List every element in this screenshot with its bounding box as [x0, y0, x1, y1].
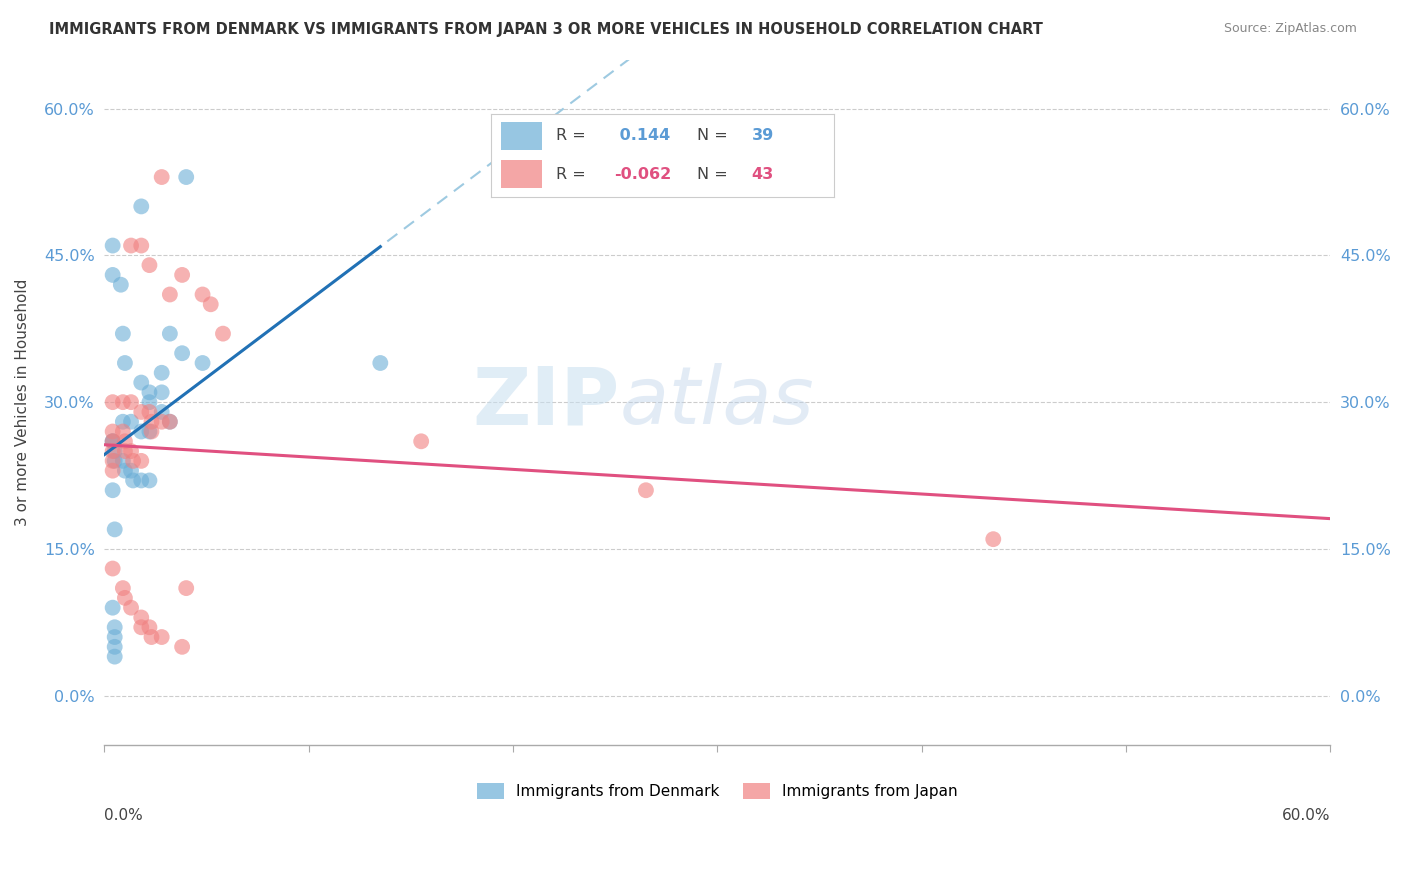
Point	[138, 405, 160, 419]
Point	[129, 610, 152, 624]
Point	[120, 395, 142, 409]
Point	[150, 366, 173, 380]
Legend: Immigrants from Denmark, Immigrants from Japan: Immigrants from Denmark, Immigrants from…	[471, 777, 965, 805]
Point	[101, 268, 124, 282]
Point	[634, 483, 657, 498]
Point	[129, 454, 152, 468]
Point	[138, 385, 160, 400]
Point	[159, 326, 181, 341]
Point	[138, 425, 160, 439]
Point	[120, 415, 142, 429]
Point	[101, 444, 124, 458]
Point	[114, 444, 136, 458]
Point	[174, 581, 197, 595]
Point	[101, 434, 124, 449]
Point	[101, 464, 124, 478]
Point	[200, 297, 222, 311]
Point	[138, 620, 160, 634]
Point	[111, 415, 134, 429]
Point	[172, 640, 194, 654]
Point	[104, 640, 127, 654]
Point	[212, 326, 235, 341]
Point	[111, 395, 134, 409]
Point	[981, 532, 1004, 546]
Point	[129, 620, 152, 634]
Text: Source: ZipAtlas.com: Source: ZipAtlas.com	[1223, 22, 1357, 36]
Point	[150, 630, 173, 644]
Point	[129, 376, 152, 390]
Point	[138, 395, 160, 409]
Point	[101, 561, 124, 575]
Point	[101, 434, 124, 449]
Point	[111, 425, 134, 439]
Point	[141, 630, 163, 644]
Point	[114, 434, 136, 449]
Point	[411, 434, 433, 449]
Point	[111, 581, 134, 595]
Point	[129, 405, 152, 419]
Point	[120, 600, 142, 615]
Point	[104, 522, 127, 536]
Point	[101, 395, 124, 409]
Point	[104, 620, 127, 634]
Point	[172, 346, 194, 360]
Text: 0.0%: 0.0%	[104, 808, 143, 823]
Point	[104, 630, 127, 644]
Point	[111, 454, 134, 468]
Point	[122, 454, 145, 468]
Point	[101, 425, 124, 439]
Point	[159, 287, 181, 301]
Point	[141, 415, 163, 429]
Text: atlas: atlas	[620, 363, 814, 442]
Point	[114, 464, 136, 478]
Point	[150, 385, 173, 400]
Point	[110, 277, 132, 292]
Point	[101, 600, 124, 615]
Point	[159, 415, 181, 429]
Y-axis label: 3 or more Vehicles in Household: 3 or more Vehicles in Household	[15, 278, 30, 526]
Point	[138, 258, 160, 272]
Point	[111, 326, 134, 341]
Point	[191, 356, 214, 370]
Point	[174, 169, 197, 184]
Point	[101, 454, 124, 468]
Point	[104, 649, 127, 664]
Text: ZIP: ZIP	[472, 363, 620, 442]
Point	[191, 287, 214, 301]
Point	[172, 268, 194, 282]
Text: IMMIGRANTS FROM DENMARK VS IMMIGRANTS FROM JAPAN 3 OR MORE VEHICLES IN HOUSEHOLD: IMMIGRANTS FROM DENMARK VS IMMIGRANTS FR…	[49, 22, 1043, 37]
Point	[120, 444, 142, 458]
Point	[150, 415, 173, 429]
Point	[129, 425, 152, 439]
Point	[368, 356, 391, 370]
Point	[138, 474, 160, 488]
Point	[129, 238, 152, 252]
Point	[114, 591, 136, 605]
Point	[150, 405, 173, 419]
Point	[129, 199, 152, 213]
Text: 60.0%: 60.0%	[1282, 808, 1330, 823]
Point	[104, 454, 127, 468]
Point	[114, 356, 136, 370]
Point	[104, 444, 127, 458]
Point	[159, 415, 181, 429]
Point	[101, 238, 124, 252]
Point	[101, 434, 124, 449]
Point	[122, 474, 145, 488]
Point	[101, 483, 124, 498]
Point	[129, 474, 152, 488]
Point	[150, 169, 173, 184]
Point	[141, 425, 163, 439]
Point	[120, 464, 142, 478]
Point	[120, 238, 142, 252]
